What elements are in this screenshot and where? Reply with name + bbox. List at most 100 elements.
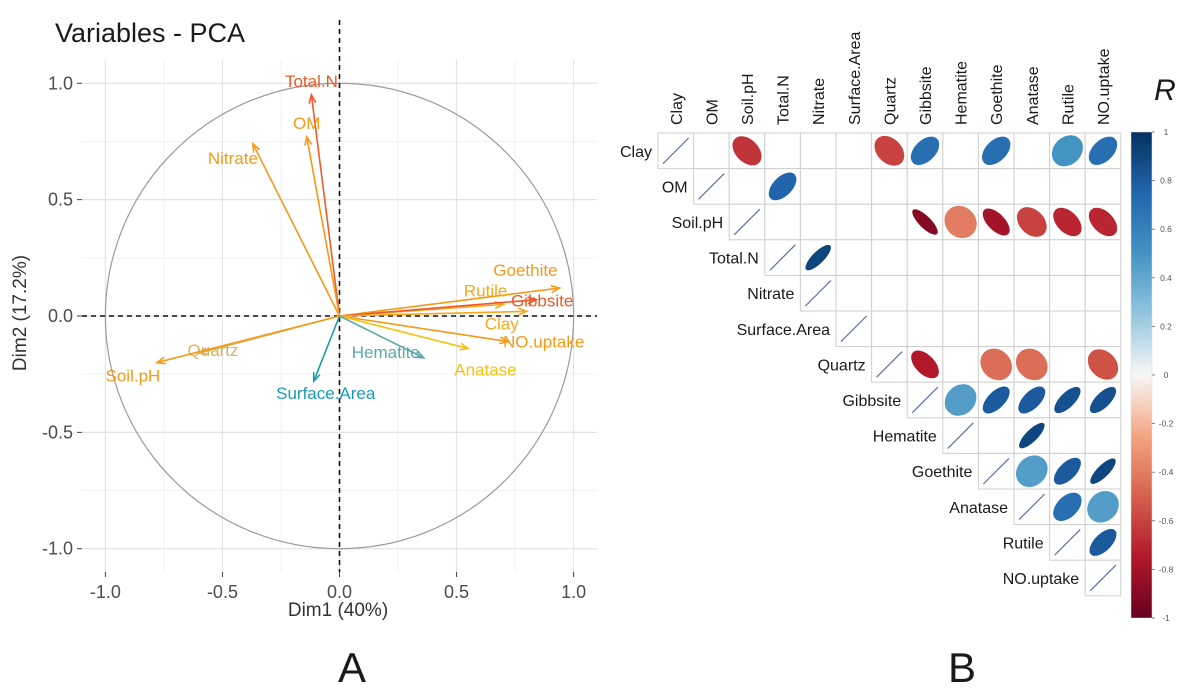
matrix-cell bbox=[835, 132, 873, 170]
arrow-goethite bbox=[339, 287, 560, 317]
y-axis-label: Dim2 (17.2%) bbox=[10, 255, 31, 371]
row-label: OM bbox=[662, 179, 688, 196]
matrix-cell bbox=[871, 239, 908, 276]
matrix-cell bbox=[942, 310, 979, 348]
arrow-label-om: OM bbox=[293, 114, 320, 133]
matrix-cell bbox=[1049, 346, 1086, 383]
arrow-om bbox=[305, 136, 341, 317]
matrix-cell bbox=[1049, 417, 1086, 454]
matrix-cell bbox=[1084, 239, 1122, 276]
matrix-cell bbox=[906, 168, 944, 205]
correlation-ellipse bbox=[910, 349, 940, 380]
colorbar-tick-label: 0.6 bbox=[1160, 224, 1172, 234]
diagonal-line bbox=[911, 386, 939, 414]
colorbar-tick-label: 0.2 bbox=[1160, 321, 1172, 331]
matrix-cell bbox=[799, 168, 837, 205]
correlation-ellipse bbox=[1017, 385, 1047, 415]
arrow-soil-ph bbox=[156, 315, 340, 364]
matrix-cell bbox=[1084, 310, 1122, 348]
matrix-cell bbox=[942, 239, 979, 276]
arrow-label-clay: Clay bbox=[485, 314, 520, 333]
matrix-cell bbox=[906, 310, 944, 348]
row-label: Surface.Area bbox=[737, 322, 830, 339]
column-label: Soil.pH bbox=[740, 73, 757, 125]
column-label: Total.N bbox=[776, 75, 793, 125]
arrowhead-gibbsite bbox=[527, 296, 539, 305]
arrow-anatase bbox=[339, 315, 469, 350]
y-tick-label: 1.0 bbox=[48, 73, 73, 93]
correlation-ellipse bbox=[1015, 454, 1049, 488]
arrow-label-gibbsite: Gibbsite bbox=[511, 292, 573, 311]
matrix-cell bbox=[977, 168, 1015, 205]
column-label: OM bbox=[704, 99, 721, 125]
matrix-cell bbox=[977, 274, 1015, 312]
matrix-cell bbox=[799, 132, 837, 170]
correlation-ellipse bbox=[1015, 347, 1049, 382]
x-tick-label: 1.0 bbox=[561, 582, 586, 602]
x-tick-label: 0.0 bbox=[327, 582, 352, 602]
matrix-cell bbox=[977, 310, 1015, 348]
correlation-ellipse bbox=[873, 135, 906, 167]
matrix-cell bbox=[799, 203, 837, 241]
correlation-ellipse bbox=[981, 135, 1012, 166]
matrix-cell bbox=[1049, 310, 1086, 348]
column-label: Gibbsite bbox=[918, 66, 935, 125]
matrix-cell bbox=[1049, 168, 1086, 205]
arrow-gibbsite bbox=[339, 298, 537, 317]
column-label: Anatase bbox=[1025, 66, 1042, 125]
x-tick-label: 0.5 bbox=[444, 582, 469, 602]
diagonal-line bbox=[982, 457, 1010, 485]
correlation-ellipse bbox=[1089, 457, 1117, 485]
matrix-cell bbox=[906, 274, 944, 312]
colorbar-tick-label: -0.8 bbox=[1159, 564, 1174, 574]
row-label: Total.N bbox=[709, 251, 759, 268]
matrix-grid bbox=[657, 132, 1122, 597]
diagonal-line bbox=[840, 315, 868, 343]
matrix-cell bbox=[835, 168, 873, 205]
correlation-ellipse bbox=[804, 244, 832, 272]
y-tick-label: 0.5 bbox=[48, 190, 73, 210]
matrix-cell bbox=[1013, 168, 1051, 205]
arrow-label-goethite: Goethite bbox=[493, 261, 557, 280]
row-label: Clay bbox=[620, 144, 652, 161]
correlation-ellipse bbox=[1052, 491, 1083, 522]
arrowhead-anatase bbox=[459, 342, 471, 351]
matrix-cell bbox=[835, 274, 873, 312]
colorbar-tick-label: 0.4 bbox=[1160, 273, 1172, 283]
correlation-ellipse bbox=[1088, 207, 1118, 237]
colorbar-tick-label: -0.6 bbox=[1159, 516, 1174, 526]
correlation-ellipse bbox=[910, 135, 940, 166]
correlation-ellipse bbox=[979, 347, 1013, 382]
row-label: Quartz bbox=[818, 357, 866, 374]
y-tick-label: -1.0 bbox=[42, 539, 73, 559]
reference-lines bbox=[82, 20, 597, 572]
diagonal-line bbox=[769, 244, 796, 271]
matrix-cell bbox=[871, 168, 908, 205]
arrow-label-surface-area: Surface.Area bbox=[276, 384, 376, 403]
arrow-nitrate bbox=[252, 143, 341, 317]
arrow-hematite bbox=[339, 315, 425, 359]
diagonal-line bbox=[733, 208, 761, 236]
y-tick-label: -0.5 bbox=[42, 422, 73, 442]
arrowhead-quartz bbox=[196, 347, 209, 356]
column-label: Hematite bbox=[954, 61, 971, 125]
column-label: Clay bbox=[669, 93, 686, 125]
matrix-cell bbox=[906, 239, 944, 276]
colorbar-tick-label: -0.4 bbox=[1159, 467, 1174, 477]
arrowhead-om bbox=[304, 134, 313, 146]
correlation-ellipse bbox=[1086, 490, 1120, 524]
matrix-cell bbox=[1049, 274, 1086, 312]
column-label: Goethite bbox=[989, 64, 1006, 125]
correlation-ellipse bbox=[1088, 135, 1118, 166]
colorbar-tick-label: 0.8 bbox=[1160, 176, 1172, 186]
matrix-cell bbox=[764, 203, 801, 241]
correlation-matrix-chart: Clay OM Soil.pH Total.N Nitrate Surface.Area Q… bbox=[620, 32, 1176, 691]
matrix-cell bbox=[942, 274, 979, 312]
colorbar-tick-label: -0.2 bbox=[1159, 419, 1174, 429]
arrow-label-rutile: Rutile bbox=[464, 281, 507, 300]
matrix-cell bbox=[871, 310, 908, 348]
x-tick-label: -0.5 bbox=[207, 582, 238, 602]
correlation-ellipses bbox=[731, 134, 1120, 557]
matrix-cell bbox=[977, 239, 1015, 276]
